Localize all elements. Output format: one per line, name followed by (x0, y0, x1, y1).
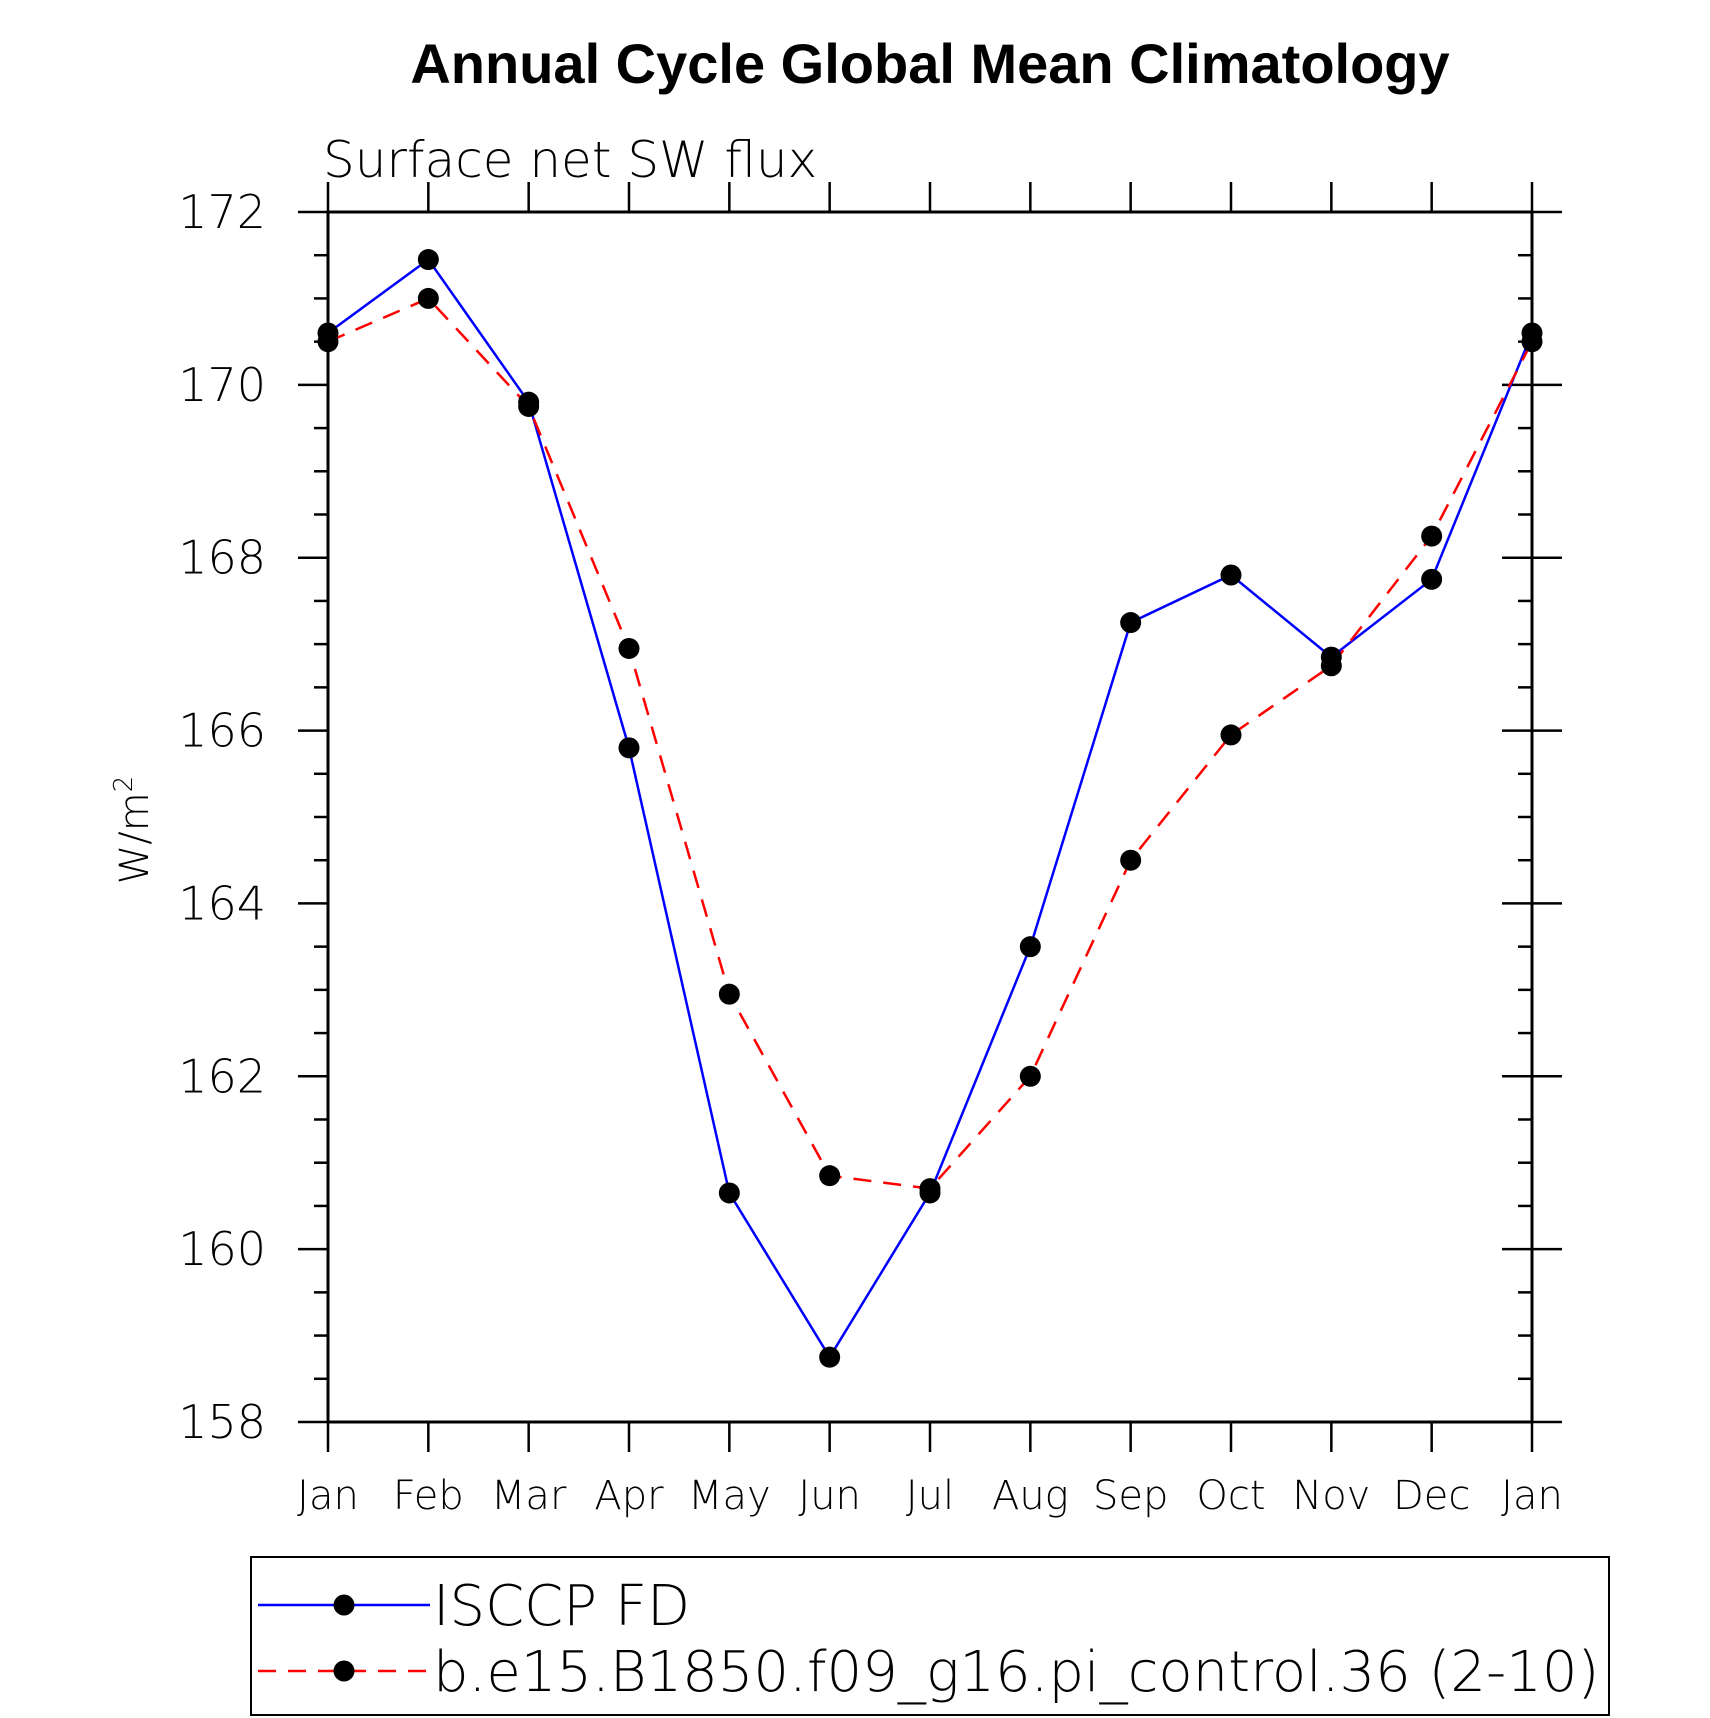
y-tick-label: 168 (178, 531, 266, 585)
legend-marker-1 (333, 1594, 355, 1616)
x-tick-label: Dec (1393, 1473, 1470, 1519)
series-2-marker (1320, 655, 1342, 677)
plot-axes (326, 210, 1534, 1424)
x-tick-label: Sep (1093, 1473, 1168, 1519)
chart-title: Annual Cycle Global Mean Climatology (410, 32, 1449, 95)
legend-label-2: b.e15.B1850.f09_g16.pi_control.36 (2-10) (433, 1640, 1599, 1705)
y-tick-label: 158 (178, 1395, 266, 1449)
series-2-marker (919, 1178, 941, 1200)
series-1-marker (718, 1182, 740, 1204)
series-1-marker (1421, 568, 1443, 590)
y-tick-label: 170 (178, 358, 266, 412)
x-tick-label: Jan (297, 1473, 359, 1519)
series-2-marker (518, 395, 540, 417)
y-tick-label: 162 (178, 1049, 266, 1103)
series-2-marker (1019, 1065, 1041, 1087)
series-2-marker (317, 331, 339, 353)
series-2-marker (618, 637, 640, 659)
x-tick-label: Aug (992, 1473, 1069, 1519)
legend-box (250, 1556, 1610, 1716)
x-tick-label: Mar (491, 1473, 567, 1519)
series-2-marker (417, 287, 439, 309)
y-axis-label: W/m2 (109, 776, 158, 885)
series-1-marker (417, 249, 439, 271)
series-line-2 (327, 296, 1534, 1190)
series-2-marker (1521, 331, 1543, 353)
legend-label-1: ISCCP FD (433, 1574, 690, 1639)
x-axis-ticks: Jan Feb Mar Apr May Jun Jul Aug Sep Oct Nov Dec Jan (297, 182, 1563, 1519)
series-2-marker (1421, 525, 1443, 547)
series-1-marker (1019, 936, 1041, 958)
x-tick-label: Jul (906, 1473, 954, 1519)
y-axis-ticks: 158 160 162 164 166 168 170 172 (178, 185, 1562, 1449)
series-2-marker (1120, 849, 1142, 871)
y-tick-label: 166 (178, 704, 266, 758)
legend-marker-2 (333, 1660, 355, 1682)
y-tick-label: 160 (178, 1222, 266, 1276)
series-2-marker (819, 1165, 841, 1187)
y-axis-label-superscript: 2 (109, 776, 139, 793)
x-tick-label: Apr (594, 1473, 664, 1519)
x-tick-label: Oct (1196, 1473, 1265, 1519)
series-2-marker (1220, 724, 1242, 746)
series-markers (317, 249, 1543, 1368)
x-tick-label: Jan (1501, 1473, 1563, 1519)
x-tick-label: Nov (1292, 1473, 1370, 1519)
x-tick-label: Feb (393, 1473, 464, 1519)
x-tick-label: Jun (798, 1473, 861, 1519)
series-1-marker (1120, 612, 1142, 634)
y-axis-label-base: W/m (112, 792, 158, 884)
svg-text:W/m2: W/m2 (109, 776, 158, 885)
plot-frame (326, 210, 1534, 1424)
series-1-marker (618, 737, 640, 759)
y-tick-label: 172 (178, 185, 266, 239)
legend: ISCCP FDb.e15.B1850.f09_g16.pi_control.3… (250, 1556, 1610, 1716)
x-tick-label: May (688, 1473, 771, 1519)
y-tick-label: 164 (178, 876, 266, 930)
chart-subtitle: Surface net SW flux (323, 131, 817, 189)
series-1-marker (819, 1346, 841, 1368)
series-2-marker (718, 983, 740, 1005)
series-1-marker (1220, 564, 1242, 586)
